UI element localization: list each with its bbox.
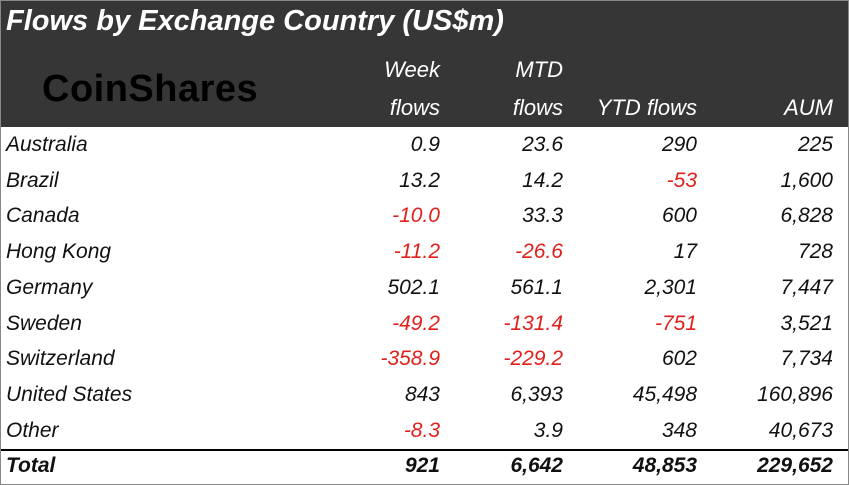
total-value: 48,853 [632,454,697,478]
column-header: flows [512,95,563,120]
column-header: MTD [515,57,563,82]
total-value: 921 [404,454,440,478]
cell-value: -751 [654,311,697,335]
total-value: 229,652 [757,454,833,478]
header-band: Flows by Exchange Country (US$m) CoinSha… [0,0,849,127]
row-label: United States [6,382,133,406]
cell-value: 6,393 [510,382,563,406]
column-header: flows [389,95,440,120]
row-label: Switzerland [6,347,115,371]
cell-value: 13.2 [399,168,440,192]
cell-value: -358.9 [380,347,440,371]
total-rule [0,449,849,451]
cell-value: 17 [673,240,697,264]
cell-value: -8.3 [403,418,440,442]
cell-value: 348 [661,418,697,442]
cell-value: -11.2 [393,240,440,264]
cell-value: 728 [797,240,833,264]
cell-value: -10.0 [392,204,440,228]
cell-value: -131.4 [503,311,563,335]
cell-value: 7,734 [780,347,833,371]
cell-value: 33.3 [522,204,563,228]
cell-value: 3,521 [780,311,833,335]
cell-value: -49.2 [392,311,440,335]
cell-value: 1,600 [780,168,833,192]
cell-value: 502.1 [387,275,440,299]
row-label: Brazil [6,168,59,192]
cell-value: -229.2 [503,347,563,371]
cell-value: 561.1 [510,275,563,299]
cell-value: 23.6 [522,133,563,156]
cell-value: 14.2 [522,168,563,192]
row-label: Hong Kong [6,240,112,264]
row-label: Germany [6,275,93,299]
cell-value: 7,447 [780,275,833,299]
total-value: 6,642 [510,454,563,478]
cell-value: 6,828 [780,204,833,228]
cell-value: -53 [666,168,697,192]
cell-value: 160,896 [757,382,833,406]
cell-value: -26.6 [515,240,563,264]
cell-value: 2,301 [644,275,697,299]
cell-value: 0.9 [410,133,440,156]
row-label: Sweden [6,311,82,335]
row-label: Australia [6,133,88,156]
cell-value: 225 [797,133,833,156]
total-label: Total [6,454,56,478]
cell-value: 600 [661,204,697,228]
row-label: Canada [6,204,80,228]
logo: CoinShares [42,68,259,110]
cell-value: 40,673 [768,418,833,442]
cell-value: 602 [661,347,697,371]
cell-value: 3.9 [533,418,563,442]
cell-value: 290 [661,133,697,156]
cell-value: 843 [404,382,440,406]
row-label: Other [6,418,59,442]
title: Flows by Exchange Country (US$m) [6,5,504,37]
cell-value: 45,498 [632,382,697,406]
column-header: AUM [784,95,833,120]
column-header: YTD flows [596,95,697,120]
column-header: Week [384,57,440,82]
